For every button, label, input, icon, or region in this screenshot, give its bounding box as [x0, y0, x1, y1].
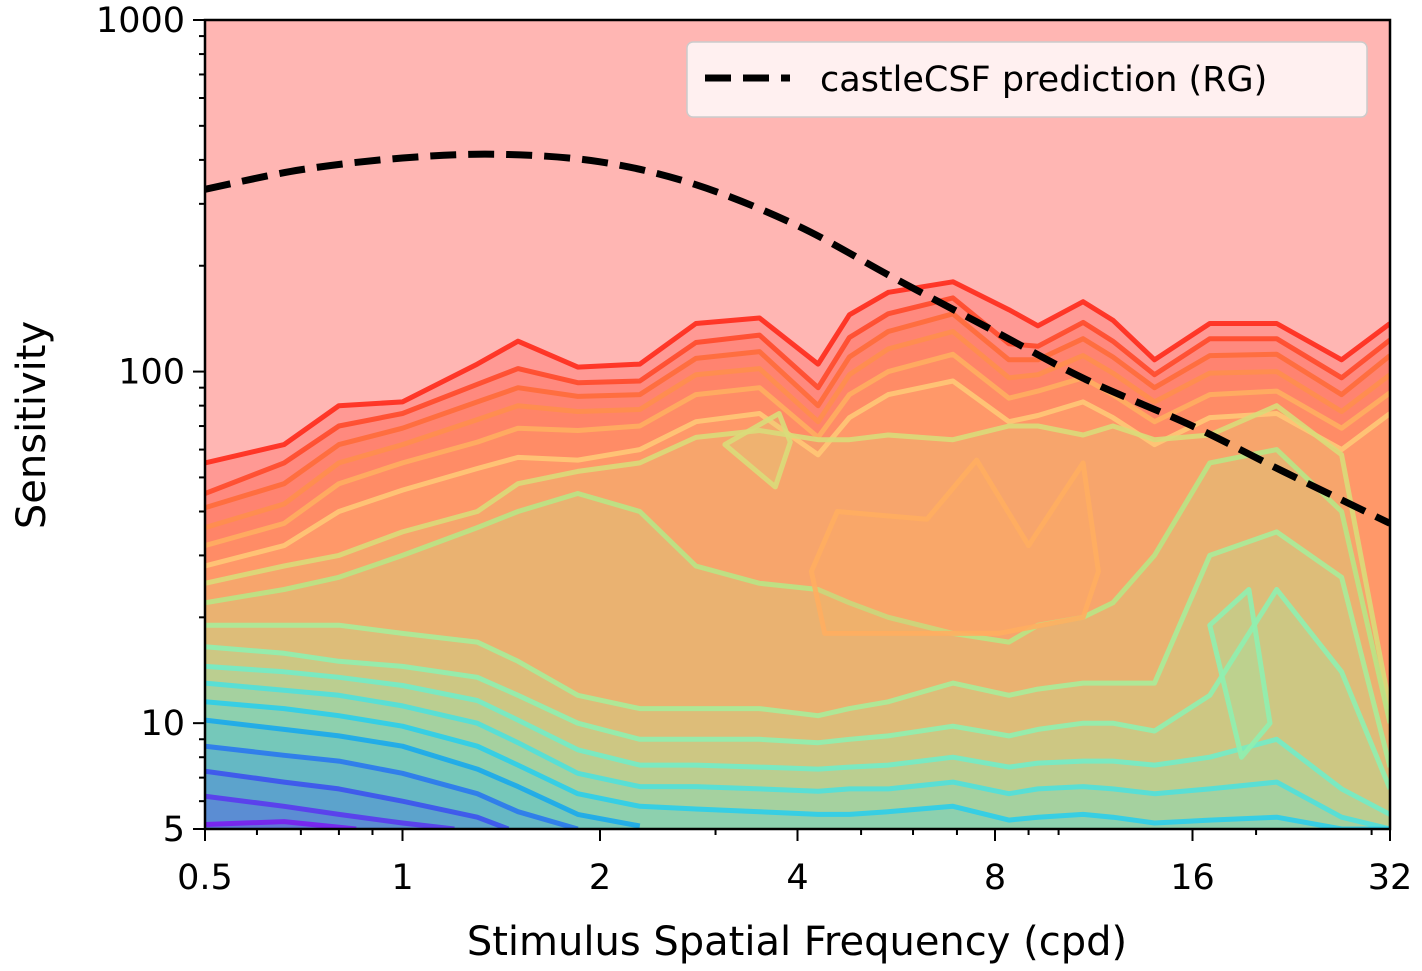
- x-tick-label: 0.5: [177, 858, 233, 898]
- y-tick-label: 1000: [96, 1, 185, 41]
- y-tick-label: 100: [118, 353, 185, 393]
- contour-line-0: [205, 279, 1390, 466]
- contour-island-0: [722, 411, 793, 490]
- contour-fill-9: [205, 589, 1390, 829]
- contour-island-2: [1207, 587, 1273, 760]
- contour-fill-2: [205, 313, 1390, 829]
- contour-fill-12: [205, 701, 1390, 829]
- contour-line-6: [205, 403, 1390, 710]
- contour-line-14: [205, 743, 579, 829]
- contour-island-1: [808, 457, 1101, 636]
- contour-lines: [205, 279, 1390, 829]
- legend-box: [686, 41, 1368, 118]
- plot-area: [205, 20, 1390, 829]
- contour-line-13: [205, 717, 641, 829]
- contour-fill-11: [205, 683, 1390, 829]
- contour-line-10: [205, 663, 1390, 817]
- contour-fill-0: [205, 281, 1390, 829]
- legend: castleCSF prediction (RG): [686, 41, 1368, 118]
- x-tick-label: 8: [984, 858, 1006, 898]
- contour-line-16: [205, 793, 455, 829]
- x-tick-label: 32: [1368, 858, 1413, 898]
- contour-islands: [722, 411, 1273, 760]
- contour-line-9: [205, 587, 1390, 790]
- contour-line-12: [205, 699, 1390, 829]
- contour-line-11: [205, 680, 1390, 829]
- legend-label: castleCSF prediction (RG): [820, 60, 1267, 100]
- contour-fill-3: [205, 331, 1390, 829]
- x-tick-label: 2: [589, 858, 611, 898]
- contour-line-8: [205, 529, 1390, 768]
- contour-fill-13: [205, 720, 640, 829]
- y-axis-label: Sensitivity: [9, 321, 55, 529]
- x-tick-label: 1: [391, 858, 413, 898]
- contour-line-2: [205, 311, 1390, 511]
- contour-line-4: [205, 351, 1390, 549]
- prediction-line: [205, 150, 1390, 527]
- y-tick-label: 5: [163, 810, 185, 850]
- contour-line-5: [205, 378, 1390, 569]
- y-tick-label: 10: [140, 704, 185, 744]
- x-tick-label: 16: [1170, 858, 1215, 898]
- contour-line-17: [205, 819, 357, 829]
- contour-fill-15: [205, 771, 509, 829]
- y-axis: 5 10 100 1000: [96, 1, 205, 850]
- x-tick-label: 4: [786, 858, 808, 898]
- contour-line-15: [205, 768, 510, 829]
- contour-line-1: [205, 295, 1390, 496]
- contour-line-3: [205, 329, 1390, 530]
- x-axis-label: Stimulus Spatial Frequency (cpd): [467, 919, 1127, 965]
- x-axis: 0.5 1 2 4 8 16 32: [177, 829, 1412, 898]
- contour-line-7: [205, 447, 1390, 724]
